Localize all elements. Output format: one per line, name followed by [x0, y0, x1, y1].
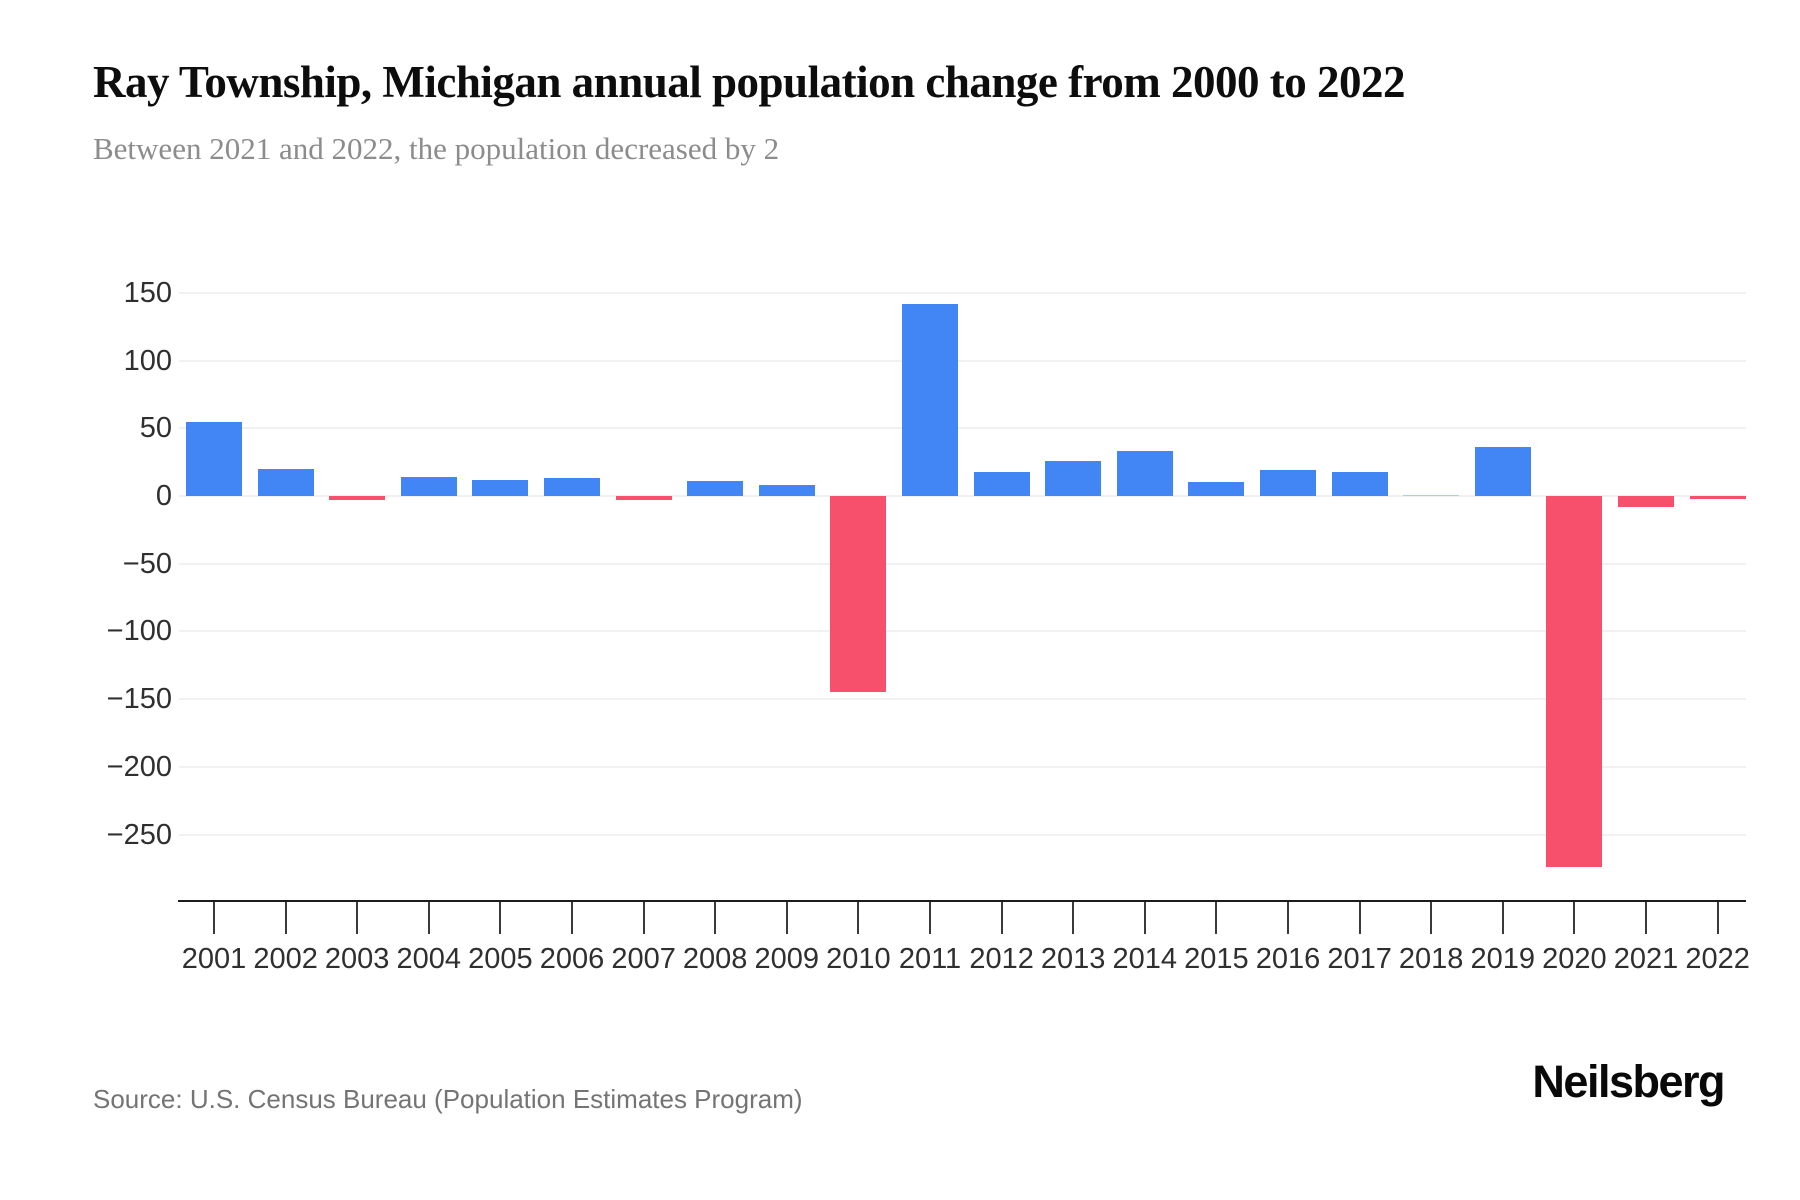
bar-2003 [329, 496, 386, 501]
x-axis-tick [571, 902, 573, 934]
x-axis-tick-label: 2013 [1040, 943, 1106, 975]
x-axis-tick-label: 2002 [253, 943, 318, 975]
x-axis-tick-label: 2006 [539, 943, 605, 975]
bar-2015 [1188, 482, 1245, 496]
gridline-y--50 [179, 562, 1746, 565]
bar-2017 [1331, 471, 1388, 496]
bar-2008 [687, 481, 744, 496]
x-axis-tick-label: 2022 [1685, 943, 1750, 975]
x-axis-tick [1501, 902, 1504, 934]
x-axis-tick-label: 2018 [1398, 943, 1464, 975]
x-axis-tick [1645, 902, 1647, 934]
x-axis-tick-label: 2007 [611, 943, 676, 975]
x-axis-tick [1716, 902, 1719, 934]
y-axis-tick-label: −150 [106, 683, 172, 716]
x-axis-tick-label: 2016 [1255, 943, 1321, 975]
x-axis-tick [1215, 902, 1218, 934]
x-axis-tick-label: 2015 [1184, 943, 1249, 975]
bar-2014 [1116, 451, 1173, 496]
y-axis-tick-label: −200 [106, 750, 172, 783]
bar-2019 [1474, 447, 1531, 496]
bar-2006 [544, 478, 600, 496]
bar-2010 [830, 496, 887, 693]
bar-2009 [758, 485, 815, 496]
neilsberg-logo: Neilsberg [1532, 1056, 1725, 1107]
x-axis-tick [1573, 902, 1576, 934]
bar-2005 [472, 479, 529, 496]
y-axis-tick-label: 0 [155, 480, 172, 512]
x-axis-tick-label: 2010 [826, 943, 891, 975]
x-axis-tick-label: 2011 [898, 943, 962, 975]
x-axis-tick-label: 2001 [181, 943, 247, 975]
x-axis-tick [857, 902, 860, 934]
x-axis-tick-label: 2021 [1613, 943, 1679, 975]
x-axis-tick-label: 2014 [1112, 943, 1178, 975]
y-axis-tick-label: −100 [106, 615, 172, 648]
x-axis-line [178, 900, 1746, 902]
source-attribution: Source: U.S. Census Bureau (Population E… [93, 1084, 803, 1114]
x-axis-tick-label: 2020 [1542, 943, 1607, 975]
x-axis-tick [785, 902, 788, 934]
x-axis-tick [213, 902, 215, 934]
bar-2007 [615, 496, 672, 501]
gridline-y--150 [179, 698, 1746, 701]
gridline-y-150 [179, 291, 1746, 294]
x-axis-tick-label: 2004 [396, 943, 462, 975]
bar-2016 [1260, 470, 1316, 496]
gridline-y-0 [179, 495, 1746, 497]
x-axis-tick [714, 902, 717, 934]
y-axis-tick-label: 150 [123, 276, 172, 309]
x-axis-tick [642, 902, 645, 934]
y-axis-tick-label: 100 [123, 344, 172, 377]
x-axis-tick-label: 2008 [682, 943, 748, 975]
bar-2021 [1618, 496, 1674, 507]
bar-2012 [973, 471, 1030, 496]
x-axis-tick-label: 2009 [754, 943, 820, 975]
x-axis-tick [929, 902, 931, 934]
x-axis-tick-label: 2017 [1327, 943, 1392, 975]
bar-2001 [186, 421, 242, 496]
bar-2020 [1546, 496, 1603, 867]
x-axis-tick-label: 2005 [468, 943, 533, 975]
gridline-y-50 [179, 427, 1746, 430]
bar-2002 [257, 468, 314, 496]
x-axis-tick [1358, 902, 1361, 934]
y-axis-tick-label: −250 [106, 818, 172, 851]
x-axis-tick [1000, 902, 1003, 934]
x-axis-tick [427, 902, 430, 934]
chart-title: Ray Township, Michigan annual population… [93, 57, 1405, 107]
bar-2022 [1689, 496, 1746, 499]
gridline-y-100 [179, 359, 1746, 362]
chart-subtitle: Between 2021 and 2022, the population de… [93, 131, 780, 166]
bar-2011 [902, 303, 958, 496]
x-axis-tick-label: 2019 [1470, 943, 1536, 975]
x-axis-tick [356, 902, 359, 934]
x-axis-tick [1287, 902, 1289, 934]
y-axis-tick-label: 50 [139, 412, 172, 445]
x-axis-tick [1072, 902, 1075, 934]
bar-2004 [400, 477, 457, 496]
x-axis-tick [499, 902, 502, 934]
x-axis-tick [1143, 902, 1146, 934]
x-axis-tick [1430, 902, 1433, 934]
x-axis-tick-label: 2012 [969, 943, 1034, 975]
gridline-y--200 [179, 765, 1746, 768]
bar-2013 [1045, 460, 1102, 496]
x-axis-tick [284, 902, 287, 934]
bar-2018 [1403, 494, 1460, 497]
y-axis-tick-label: −50 [122, 547, 172, 580]
x-axis-tick-label: 2003 [324, 943, 390, 975]
gridline-y--250 [179, 833, 1746, 836]
gridline-y--100 [179, 630, 1746, 633]
